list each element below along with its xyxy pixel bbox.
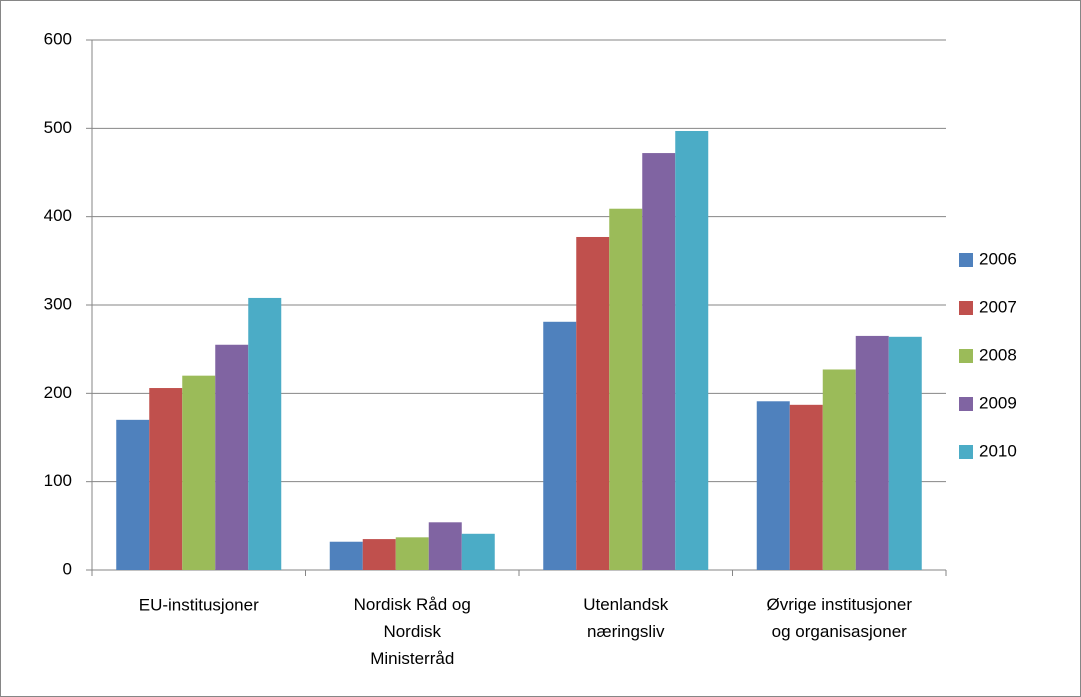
bar (642, 153, 676, 571)
bar (428, 522, 462, 570)
bar (789, 404, 823, 570)
bar (543, 321, 577, 570)
legend-label: 2007 (979, 297, 1017, 316)
legend-swatch (959, 301, 973, 315)
bar (362, 539, 396, 570)
y-tick-label: 0 (63, 559, 72, 578)
y-tick-label: 400 (44, 206, 72, 225)
y-tick-label: 100 (44, 471, 72, 490)
bar (215, 344, 249, 570)
y-tick-label: 300 (44, 294, 72, 313)
y-tick-label: 500 (44, 118, 72, 137)
bar (461, 533, 495, 570)
bar (329, 541, 363, 570)
legend-label: 2006 (979, 249, 1017, 268)
legend-swatch (959, 253, 973, 267)
bar (822, 369, 856, 570)
bar (248, 297, 282, 570)
bar (182, 375, 216, 570)
bar (116, 419, 150, 570)
legend-label: 2010 (979, 441, 1017, 460)
legend-label: 2009 (979, 393, 1017, 412)
x-tick-label: Øvrige institusjoner og organisasjoner (766, 595, 912, 641)
legend-label: 2008 (979, 345, 1017, 364)
legend-swatch (959, 445, 973, 459)
bar (609, 208, 643, 570)
legend-swatch (959, 349, 973, 363)
bar (756, 401, 790, 570)
x-tick-label: Utenlandsk næringsliv (583, 595, 669, 641)
bar (888, 336, 922, 570)
y-tick-label: 600 (44, 29, 72, 48)
bar (149, 388, 183, 570)
x-tick-label: Nordisk Råd og Nordisk Ministerråd (354, 595, 471, 668)
legend-swatch (959, 397, 973, 411)
bar (855, 335, 889, 570)
bar (395, 537, 429, 570)
bar (675, 130, 709, 570)
y-tick-label: 200 (44, 383, 72, 402)
bar (576, 236, 610, 570)
x-tick-label: EU-institusjoner (139, 595, 259, 614)
